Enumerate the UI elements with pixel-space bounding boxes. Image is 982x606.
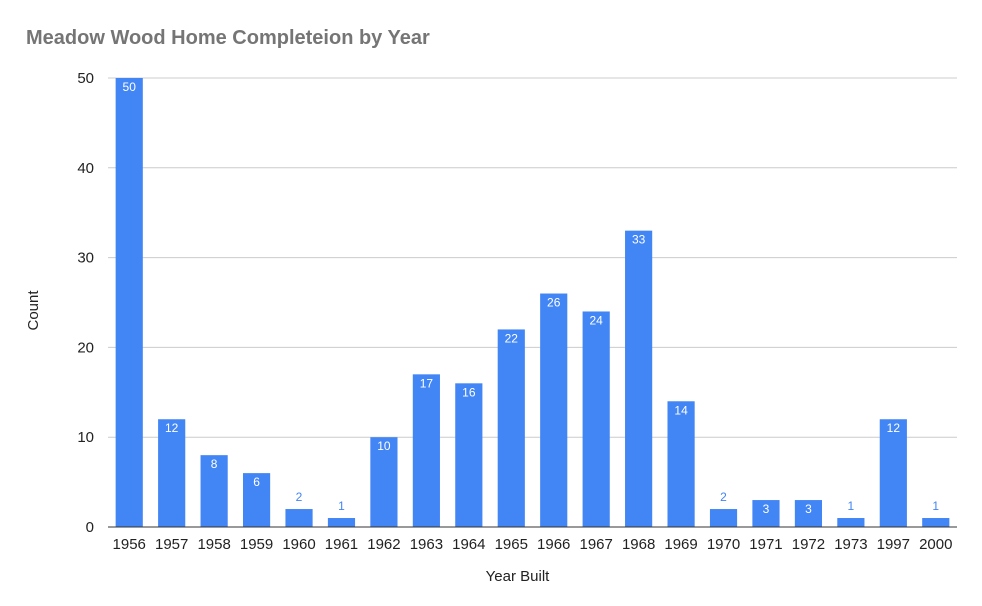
x-tick-label: 1957 [155, 536, 188, 553]
x-tick-label: 1964 [452, 536, 485, 553]
data-label: 50 [123, 80, 137, 94]
data-label: 3 [763, 502, 770, 516]
bar [200, 455, 228, 527]
x-tick-label: 1960 [282, 536, 315, 553]
bar [158, 419, 186, 527]
bar [242, 473, 271, 527]
bar [540, 293, 568, 527]
bar [370, 437, 398, 527]
data-label: 2 [296, 490, 303, 504]
y-axis-label: Count [25, 290, 42, 331]
y-tick-label: 0 [86, 519, 94, 536]
y-tick-label: 50 [77, 70, 94, 87]
x-tick-label: 2000 [919, 536, 952, 553]
x-tick-label: 1962 [367, 536, 400, 553]
data-label: 3 [805, 502, 812, 516]
data-label: 14 [674, 403, 688, 417]
data-label: 33 [632, 233, 646, 247]
x-tick-label: 1958 [197, 536, 230, 553]
bar [752, 500, 780, 527]
data-label: 8 [211, 457, 218, 471]
data-label: 10 [377, 439, 391, 453]
data-label: 2 [720, 490, 727, 504]
x-axis-label: Year Built [486, 568, 550, 585]
bar [794, 500, 823, 527]
data-label: 22 [505, 331, 519, 345]
bars [115, 78, 950, 527]
bar [285, 509, 313, 527]
bar [625, 230, 653, 527]
bar [497, 329, 525, 527]
y-tick-label: 10 [77, 429, 94, 446]
x-tick-label: 1959 [240, 536, 273, 553]
x-tick-label: 1956 [113, 536, 146, 553]
x-axis-ticks: 1956 1957 1958 1959 1960 1961 1962 1963 1964 1965… [113, 536, 953, 553]
bar [709, 509, 738, 527]
data-label: 1 [848, 499, 855, 513]
x-tick-label: 1997 [877, 536, 910, 553]
x-tick-label: 1966 [537, 536, 570, 553]
y-tick-label: 30 [77, 250, 94, 267]
x-tick-label: 1970 [707, 536, 740, 553]
y-axis-ticks: 0 10 20 30 40 50 [77, 70, 94, 536]
gridlines [108, 77, 957, 438]
data-label: 12 [165, 421, 179, 435]
x-tick-label: 1963 [410, 536, 443, 553]
bar [667, 401, 695, 527]
x-tick-label: 1965 [495, 536, 528, 553]
x-tick-label: 1972 [792, 536, 825, 553]
data-label: 17 [420, 376, 434, 390]
bar [115, 78, 143, 527]
bar [922, 518, 950, 527]
bar [327, 518, 356, 527]
bar [412, 374, 440, 527]
x-tick-label: 1971 [749, 536, 782, 553]
x-tick-label: 1973 [834, 536, 867, 553]
x-tick-label: 1968 [622, 536, 655, 553]
data-label: 6 [253, 475, 260, 489]
data-label: 26 [547, 296, 561, 310]
data-label: 24 [589, 313, 603, 327]
x-tick-label: 1969 [664, 536, 697, 553]
bar [582, 311, 610, 527]
data-label: 12 [887, 421, 901, 435]
data-label: 1 [338, 499, 345, 513]
bar [879, 419, 907, 527]
x-tick-label: 1961 [325, 536, 358, 553]
data-label: 1 [932, 499, 939, 513]
bar [837, 518, 865, 527]
x-tick-label: 1967 [579, 536, 612, 553]
data-label: 16 [462, 385, 476, 399]
y-tick-label: 20 [77, 339, 94, 356]
bar [455, 383, 483, 527]
chart-title: Meadow Wood Home Completeion by Year [26, 27, 430, 49]
y-tick-label: 40 [77, 160, 94, 177]
